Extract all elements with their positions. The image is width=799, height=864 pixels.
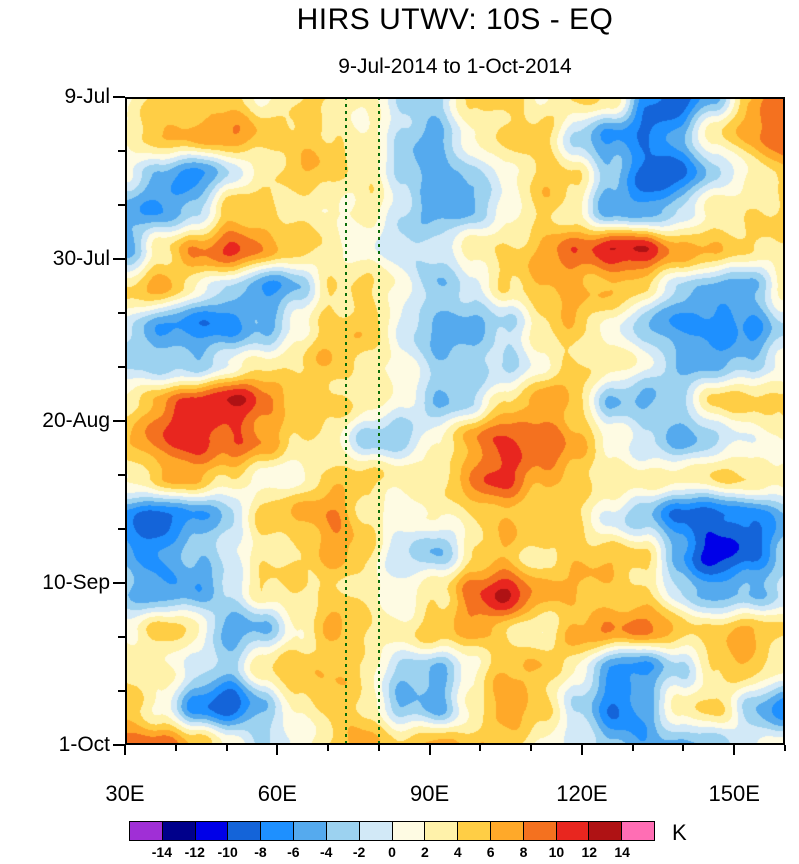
chart-title: HIRS UTWV: 10S - EQ <box>296 3 614 36</box>
colorbar-cell <box>129 821 163 841</box>
y-minor-tick <box>118 690 125 692</box>
y-minor-tick <box>118 150 125 152</box>
colorbar-cell <box>260 821 295 841</box>
y-tick-label: 10-Sep <box>42 571 110 594</box>
colorbar-tick-label: 14 <box>614 844 630 860</box>
y-tick-label: 1-Oct <box>58 733 110 756</box>
y-major-tick <box>113 582 125 584</box>
colorbar-cell <box>227 821 262 841</box>
colorbar-units-label: K <box>672 820 687 845</box>
x-tick-label: 150E <box>708 781 760 806</box>
chart-subtitle: 9-Jul-2014 to 1-Oct-2014 <box>338 55 572 78</box>
reference-line <box>377 97 380 745</box>
colorbar-cell <box>424 821 459 841</box>
x-major-tick <box>428 745 431 755</box>
y-minor-tick <box>118 366 125 368</box>
colorbar-cell <box>588 821 623 841</box>
colorbar-tick-label: -4 <box>320 844 333 860</box>
x-tick-label: 120E <box>556 781 608 806</box>
colorbar-tick-label: -6 <box>287 844 300 860</box>
y-tick-label: 9-Jul <box>64 85 110 108</box>
colorbar-tick-label: -10 <box>217 844 238 860</box>
x-major-tick <box>276 745 279 755</box>
colorbar-tick-label: -8 <box>254 844 267 860</box>
y-major-tick <box>113 258 125 260</box>
colorbar <box>129 821 655 841</box>
x-major-tick <box>733 745 736 755</box>
colorbar-cell <box>293 821 327 841</box>
colorbar-tick-label: 4 <box>453 844 462 860</box>
colorbar-tick-label: -12 <box>184 844 205 860</box>
y-minor-tick <box>118 204 125 206</box>
x-minor-tick <box>174 745 177 751</box>
x-tick-label: 90E <box>410 781 450 806</box>
x-minor-tick <box>225 745 228 751</box>
colorbar-cell <box>621 821 655 841</box>
y-major-tick <box>113 96 125 98</box>
y-major-tick <box>113 744 125 746</box>
colorbar-tick-label: 0 <box>388 844 396 860</box>
x-minor-tick <box>631 745 634 751</box>
colorbar-cell <box>358 821 393 841</box>
x-tick-label: 60E <box>257 781 297 806</box>
colorbar-tick-label: 10 <box>548 844 565 860</box>
heatmap-canvas <box>125 97 785 745</box>
colorbar-cell <box>489 821 524 841</box>
y-minor-tick <box>118 312 125 314</box>
x-minor-tick <box>479 745 482 751</box>
x-tick-label: 30E <box>105 781 145 806</box>
y-major-tick <box>113 420 125 422</box>
plot-area <box>125 97 785 745</box>
y-minor-tick <box>118 636 125 638</box>
x-minor-tick <box>327 745 330 751</box>
colorbar-cell <box>555 821 590 841</box>
y-tick-label: 20-Aug <box>42 409 110 432</box>
colorbar-tick-label: 6 <box>486 844 495 860</box>
x-major-tick <box>580 745 583 755</box>
colorbar-cell <box>325 821 360 841</box>
x-minor-tick <box>530 745 533 751</box>
y-minor-tick <box>118 474 125 476</box>
colorbar-tick-label: 12 <box>581 844 598 860</box>
x-minor-tick <box>784 745 786 751</box>
colorbar-cell <box>522 821 557 841</box>
colorbar-cell <box>161 821 196 841</box>
colorbar-tick-label: -14 <box>151 844 172 860</box>
colorbar-cell <box>457 821 491 841</box>
x-minor-tick <box>682 745 685 751</box>
x-major-tick <box>124 745 126 755</box>
colorbar-cell <box>194 821 229 841</box>
colorbar-tick-label: 8 <box>519 844 528 860</box>
colorbar-tick-label: -2 <box>352 844 366 860</box>
y-tick-label: 30-Jul <box>52 247 110 270</box>
colorbar-tick-label: 2 <box>420 844 429 860</box>
colorbar-cell <box>391 821 426 841</box>
reference-line <box>344 97 347 745</box>
x-minor-tick <box>377 745 380 751</box>
y-minor-tick <box>118 528 125 530</box>
